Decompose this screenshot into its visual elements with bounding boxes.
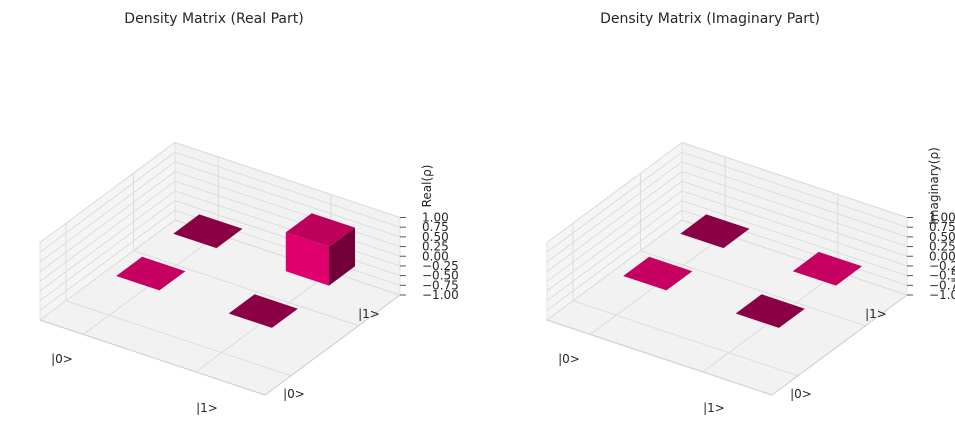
z-axis-label-real: Real(ρ) xyxy=(420,165,434,208)
z-tick-label: 0.00 xyxy=(929,249,955,263)
grid-line xyxy=(681,190,908,267)
grid-line xyxy=(546,161,683,263)
y-axis-line xyxy=(771,294,908,396)
z-axis-label-imag: Imaginary(ρ) xyxy=(927,147,941,225)
z-ticks: 1.000.750.500.250.00−0.25−0.50−0.75−1.00 xyxy=(400,211,459,302)
z-tick-label: 0.50 xyxy=(929,230,955,244)
z-tick-label: 0.50 xyxy=(422,230,449,244)
bar-top-face xyxy=(735,294,805,328)
grid-line xyxy=(39,190,176,292)
real-part-plot: Density Matrix (Real Part) 1.000.750.500… xyxy=(38,11,459,415)
z-ticks: 1.000.750.500.250.00−0.25−0.50−0.75−1.00 xyxy=(907,211,955,302)
grid-line xyxy=(174,190,401,267)
bar-side-face xyxy=(329,227,355,286)
y-tick-label-0: |0> xyxy=(283,387,305,401)
bars xyxy=(116,213,355,328)
grid-line xyxy=(174,161,401,238)
chart-title-real: Density Matrix (Real Part) xyxy=(124,11,303,27)
grid-line xyxy=(681,142,908,218)
z-tick-label: −0.50 xyxy=(422,269,459,283)
z-tick-label: −0.75 xyxy=(929,278,955,292)
grid-line xyxy=(39,151,176,253)
bars xyxy=(623,214,862,328)
grid-line xyxy=(681,171,908,248)
y-tick-label-1: |1> xyxy=(358,307,380,321)
bar xyxy=(735,294,805,328)
grid-line xyxy=(39,161,176,263)
z-tick-label: 0.75 xyxy=(929,220,955,234)
chart-title-imag: Density Matrix (Imaginary Part) xyxy=(600,11,820,27)
grid-line xyxy=(546,151,683,253)
bar-top-face xyxy=(680,214,750,249)
grid-line xyxy=(681,200,908,277)
bar xyxy=(792,251,862,286)
imaginary-part-plot: Density Matrix (Imaginary Part) 1.000.75… xyxy=(545,11,955,415)
x-tick-label-0: |0> xyxy=(51,352,73,366)
bar xyxy=(116,256,186,291)
grid-line xyxy=(681,161,908,238)
z-tick-label: −0.25 xyxy=(929,259,955,273)
grid-line xyxy=(546,219,683,321)
grid-line xyxy=(65,300,292,377)
grid-line xyxy=(133,250,359,327)
bar xyxy=(285,213,355,286)
grid-line xyxy=(39,180,176,282)
z-tick-label: 1.00 xyxy=(422,211,449,225)
bar-front-face xyxy=(285,232,329,286)
grid-line xyxy=(174,180,401,257)
grid-line xyxy=(39,219,176,321)
grid-line xyxy=(572,300,799,377)
grid-line xyxy=(546,180,683,282)
x-axis-line xyxy=(546,319,773,396)
y-axis-line xyxy=(264,294,401,396)
x-axis-line xyxy=(39,319,266,396)
grid-line xyxy=(546,209,683,311)
y-tick-label-0: |0> xyxy=(790,387,812,401)
grid-line xyxy=(174,171,401,248)
z-tick-label: 1.00 xyxy=(929,211,955,225)
bar xyxy=(228,294,298,328)
bar xyxy=(623,256,693,291)
grid-line xyxy=(681,180,908,257)
bar-top-face xyxy=(173,214,243,249)
bar-top-face xyxy=(285,213,355,247)
grid-line xyxy=(39,142,176,243)
grid-line xyxy=(681,151,908,228)
z-tick-label: −1.00 xyxy=(422,288,459,302)
x-tick-label-1: |1> xyxy=(703,401,725,415)
bar-top-face xyxy=(116,256,186,291)
z-tick-label: −0.75 xyxy=(422,278,459,292)
grid-line xyxy=(546,190,683,292)
bar-top-face xyxy=(228,294,298,328)
bar xyxy=(173,214,243,249)
z-tick-label: 0.25 xyxy=(929,240,955,254)
z-tick-label: −0.25 xyxy=(422,259,459,273)
z-tick-label: −1.00 xyxy=(929,288,955,302)
x-tick-label-0: |0> xyxy=(558,352,580,366)
x-tick-label-1: |1> xyxy=(196,401,218,415)
grid-line xyxy=(546,171,683,272)
grid-line xyxy=(640,250,866,327)
bar xyxy=(680,214,750,249)
grid-line xyxy=(174,151,401,228)
z-tick-label: −0.50 xyxy=(929,269,955,283)
grid-line xyxy=(39,209,176,311)
bar-top-face xyxy=(792,251,862,286)
grid-line xyxy=(39,171,176,272)
y-tick-label-1: |1> xyxy=(865,307,887,321)
grid-line xyxy=(546,200,683,302)
grid-line xyxy=(174,142,401,218)
z-tick-label: 0.25 xyxy=(422,240,449,254)
grid-line xyxy=(546,142,683,243)
grid-line xyxy=(39,200,176,302)
z-tick-label: 0.00 xyxy=(422,249,449,263)
bar-top-face xyxy=(623,256,693,291)
z-tick-label: 0.75 xyxy=(422,220,449,234)
